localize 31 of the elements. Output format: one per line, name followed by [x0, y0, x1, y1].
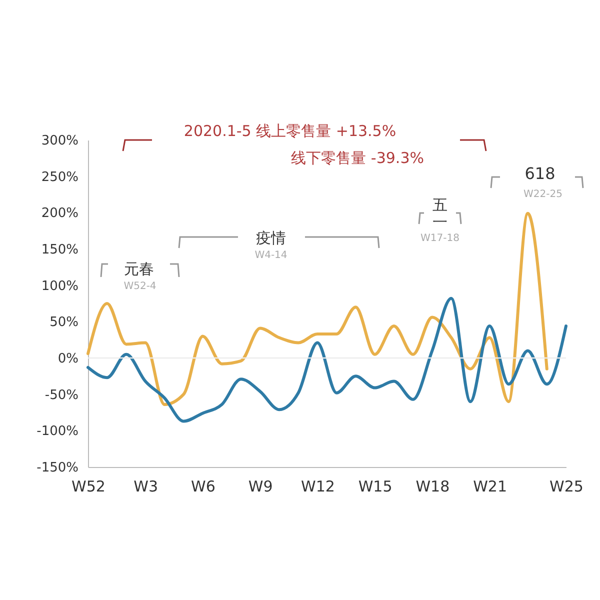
y-tick-label: 50%: [50, 315, 78, 330]
y-tick-label: -100%: [36, 424, 78, 440]
annotation: 元春: [124, 260, 154, 278]
x-tick-label: W52: [72, 478, 106, 496]
annotation: W4-14: [254, 250, 288, 261]
annotation: W22-25: [524, 189, 562, 200]
y-tick-label: 300%: [41, 134, 78, 148]
annotation: W17-18: [420, 233, 460, 244]
x-tick-label: W9: [248, 478, 273, 496]
y-tick-label: 0%: [58, 352, 78, 366]
line-series: [86, 212, 548, 406]
x-tick-label: W18: [416, 478, 450, 496]
x-tick-label: W12: [300, 478, 335, 496]
y-tick-label: 200%: [41, 206, 78, 222]
x-tick-label: W6: [191, 478, 216, 496]
x-tick-label: W3: [134, 478, 158, 496]
x-tick-label: W15: [358, 478, 392, 496]
annotation: 疫情: [256, 229, 286, 247]
text: 2020.1-5 线上零售量 +13.5%: [184, 122, 396, 140]
y-tick-label: 100%: [41, 278, 78, 294]
annotation: W52-4: [124, 281, 156, 292]
annotation: 618: [524, 164, 556, 183]
annotation: 线下零售量 -39.3%: [291, 149, 424, 167]
line-series: [86, 296, 568, 423]
annotation: 五一: [432, 196, 448, 231]
y-tick-label: 250%: [41, 170, 78, 185]
x-tick-label: W25: [550, 478, 584, 496]
y-tick-label: 150%: [41, 242, 78, 258]
x-tick-label: W21: [473, 478, 507, 496]
y-tick-label: -150%: [36, 460, 78, 476]
y-tick-label: -50%: [44, 388, 78, 403]
